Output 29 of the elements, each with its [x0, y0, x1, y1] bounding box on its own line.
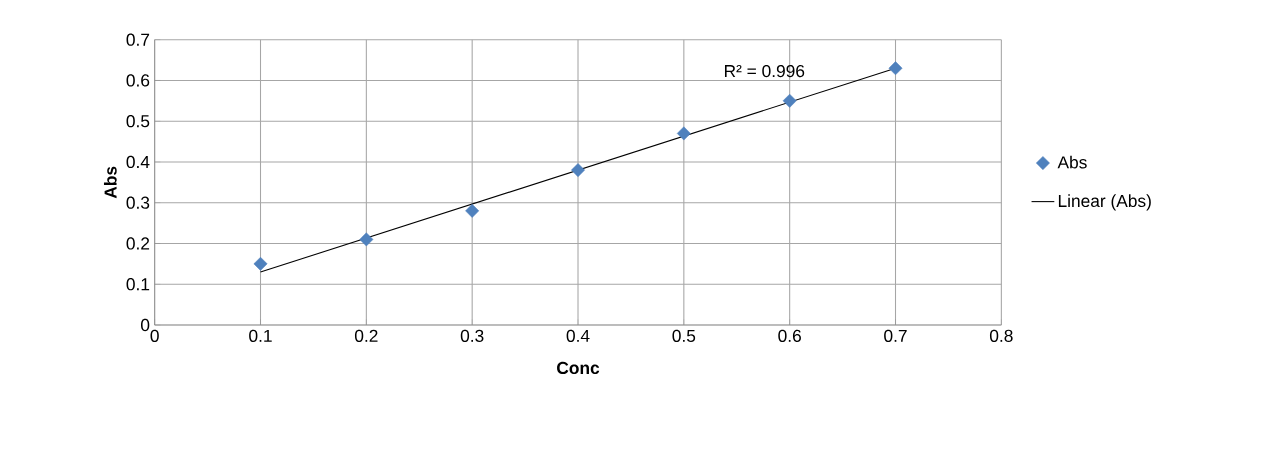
y-tick-label: 0.4 [126, 155, 150, 169]
y-tick-label: 0 [140, 318, 150, 332]
x-tick-label: 0.4 [566, 329, 590, 342]
x-tick-label: 0 [150, 329, 159, 342]
x-axis-title: Conc [557, 361, 600, 375]
x-tick-label: 0.3 [460, 329, 484, 342]
x-tick-label: 0.1 [249, 329, 272, 342]
y-tick-label: 0.3 [126, 196, 150, 209]
point [782, 93, 797, 108]
y-tick-label: 0.2 [126, 237, 150, 250]
legend-label: Linear (Abs) [1058, 194, 1151, 211]
annotation: R² = 0.996 [724, 64, 805, 78]
x-tick-label: 0.8 [989, 329, 1013, 342]
x-tick-label: 0.5 [672, 329, 696, 342]
legend-label: Abs [1057, 155, 1087, 169]
point [465, 203, 480, 218]
point [571, 163, 585, 178]
x-tick-label: 0.2 [354, 329, 378, 342]
y-axis-title: Abs [103, 166, 117, 199]
point [253, 256, 268, 271]
y-tick-label: 0.6 [126, 74, 150, 87]
y-tick-label: 0.1 [126, 278, 150, 291]
x-tick-label: 0.6 [778, 329, 801, 342]
point [888, 61, 903, 76]
x-tick-label: 0.7 [884, 329, 907, 342]
y-tick-label: 0.5 [126, 115, 150, 128]
point [359, 232, 374, 247]
point [676, 126, 691, 141]
y-tick-label: 0.7 [126, 33, 150, 46]
